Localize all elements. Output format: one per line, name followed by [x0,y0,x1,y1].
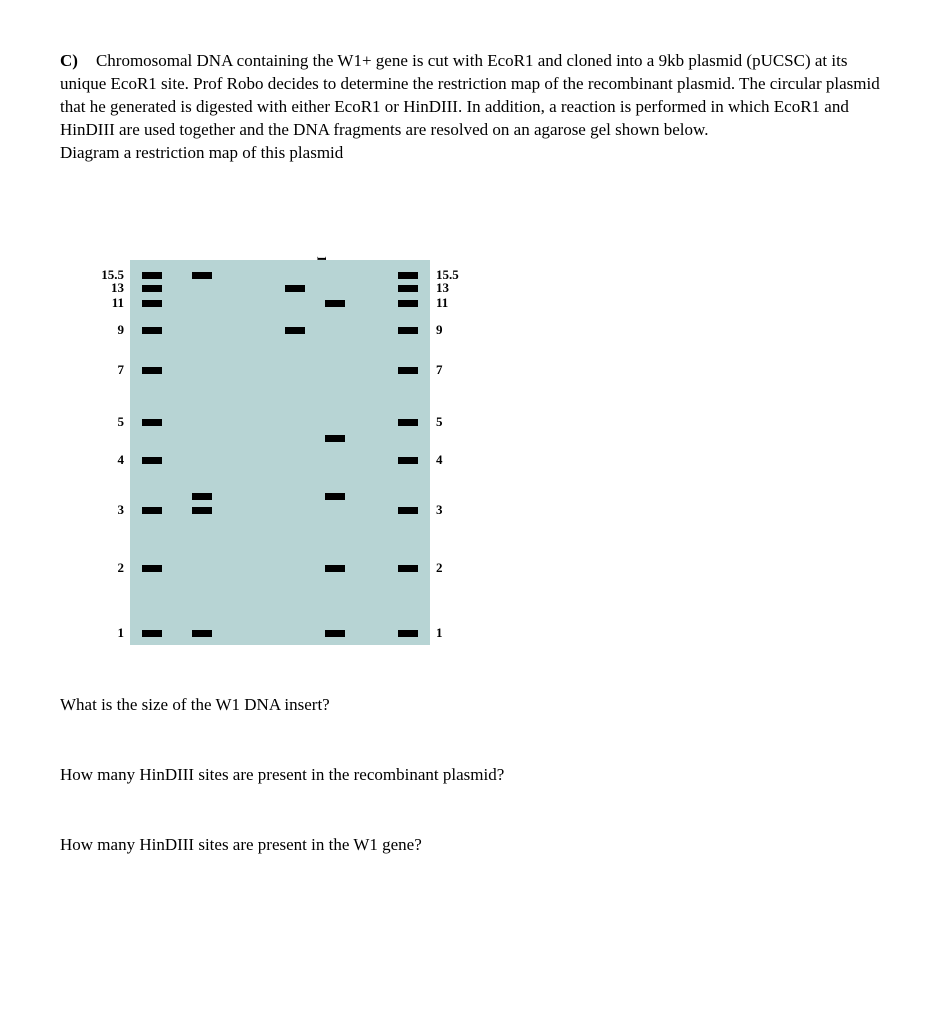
gel-band-marker [142,285,162,292]
marker-label-left: 4 [90,452,130,468]
gel-band-marker [398,419,418,426]
marker-label-right: 2 [430,560,470,576]
question-instruction: Diagram a restriction map of this plasmi… [60,143,343,162]
gel-band-hindiii [192,272,212,279]
marker-label-left: 13 [90,280,130,296]
gel-figure: Marker (kbp)HindIIIEcoRIEcoRI + HindIIIM… [90,260,470,645]
gel-band-marker [142,457,162,464]
gel-band-marker [142,327,162,334]
gel-band-hindiii [192,630,212,637]
gel-band-marker [142,419,162,426]
gel-band-marker [142,367,162,374]
marker-label-right: 7 [430,362,470,378]
marker-label-right: 3 [430,502,470,518]
marker-label-left: 5 [90,414,130,430]
marker-label-right: 13 [430,280,470,296]
gel-band-marker [398,272,418,279]
gel-body: 15.515.51313111199775544332211 [130,260,430,645]
part-label: C) [60,51,78,70]
marker-label-right: 11 [430,295,470,311]
gel-band-marker [142,300,162,307]
gel-band-marker [398,327,418,334]
gel-band-marker [398,630,418,637]
marker-label-right: 1 [430,625,470,641]
gel-band-ecori [285,327,305,334]
gel-band-marker [398,367,418,374]
marker-label-left: 9 [90,322,130,338]
gel-band-hindiii [192,507,212,514]
subquestion-3: How many HinDIII sites are present in th… [60,835,881,855]
gel-band-double [325,630,345,637]
subquestion-2: How many HinDIII sites are present in th… [60,765,881,785]
gel-band-marker [142,630,162,637]
marker-label-left: 11 [90,295,130,311]
gel-band-marker [142,272,162,279]
marker-label-right: 9 [430,322,470,338]
gel-band-double [325,300,345,307]
gel-band-double [325,435,345,442]
gel-band-marker [398,285,418,292]
gel-band-double [325,565,345,572]
gel-band-marker [142,565,162,572]
marker-label-right: 4 [430,452,470,468]
question-paragraph: C)Chromosomal DNA containing the W1+ gen… [60,50,881,165]
subquestion-1: What is the size of the W1 DNA insert? [60,695,881,715]
gel-band-ecori [285,285,305,292]
gel-band-double [325,493,345,500]
marker-label-left: 1 [90,625,130,641]
question-body: Chromosomal DNA containing the W1+ gene … [60,51,880,139]
marker-label-left: 3 [90,502,130,518]
marker-label-left: 2 [90,560,130,576]
gel-band-marker [398,300,418,307]
marker-label-left: 7 [90,362,130,378]
marker-label-right: 5 [430,414,470,430]
gel-band-hindiii [192,493,212,500]
gel-band-marker [398,565,418,572]
gel-band-marker [142,507,162,514]
gel-band-marker [398,457,418,464]
gel-band-marker [398,507,418,514]
